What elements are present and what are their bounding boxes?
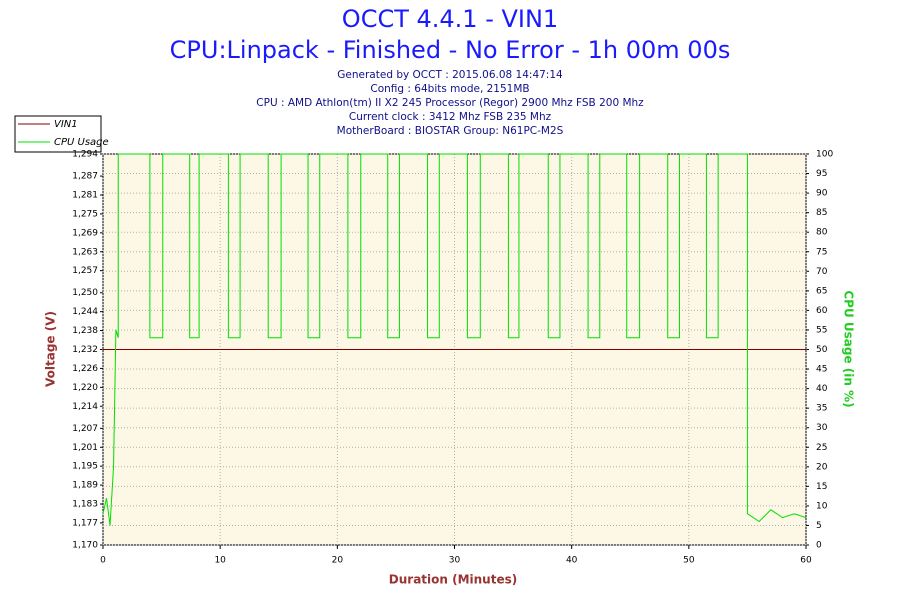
y-tick-label: 1,207 [72,424,98,434]
y2-tick-label: 35 [816,404,827,414]
y-tick-label: 1,263 [72,247,98,257]
x-tick-label: 30 [449,556,461,566]
y-tick-label: 1,232 [72,345,98,355]
y2-tick-label: 55 [816,325,827,335]
info-line: Current clock : 3412 Mhz FSB 235 Mhz [349,111,552,123]
y2-axis-label: CPU Usage (in %) [842,290,856,407]
y2-tick-label: 50 [816,345,828,355]
y-tick-label: 1,214 [72,402,98,412]
y2-tick-label: 95 [816,169,827,179]
y-axis-label: Voltage (V) [44,311,58,387]
y-tick-label: 1,226 [72,364,98,374]
y2-tick-label: 65 [816,286,827,296]
legend-label: VIN1 [54,119,78,130]
y2-tick-label: 70 [816,267,828,277]
x-tick-label: 40 [566,556,578,566]
y-tick-label: 1,269 [72,228,98,238]
y2-tick-label: 90 [816,189,828,199]
y2-tick-label: 45 [816,365,827,375]
y-tick-label: 1,183 [72,500,98,510]
x-tick-label: 60 [800,556,812,566]
y-tick-label: 1,189 [72,481,98,491]
info-line: Generated by OCCT : 2015.06.08 14:47:14 [337,69,563,81]
y2-tick-label: 40 [816,384,828,394]
y-tick-label: 1,220 [72,383,98,393]
y-tick-label: 1,195 [72,462,98,472]
y-tick-label: 1,244 [72,307,98,317]
x-axis-label: Duration (Minutes) [389,573,517,587]
y-tick-label: 1,238 [72,326,98,336]
info-line: MotherBoard : BIOSTAR Group: N61PC-M2S [337,125,564,137]
y-tick-label: 1,250 [72,288,98,298]
y2-tick-label: 75 [816,247,827,257]
x-tick-label: 50 [683,556,695,566]
x-tick-label: 20 [332,556,344,566]
y-tick-label: 1,281 [72,190,98,200]
chart-title: OCCT 4.4.1 - VIN1 [342,5,558,33]
y-tick-label: 1,294 [72,150,98,160]
y2-tick-label: 60 [816,306,828,316]
y2-tick-label: 25 [816,443,827,453]
legend-box [14,115,102,153]
y2-tick-label: 20 [816,462,828,472]
y-tick-label: 1,170 [72,541,98,551]
y2-tick-label: 100 [816,150,833,160]
y2-tick-label: 15 [816,482,827,492]
legend-label: CPU Usage [54,137,109,148]
series-line [102,153,807,526]
x-tick-label: 0 [100,556,106,566]
y-tick-label: 1,275 [72,209,98,219]
y-tick-label: 1,257 [72,266,98,276]
chart-subtitle: CPU:Linpack - Finished - No Error - 1h 0… [170,36,731,64]
y2-tick-label: 10 [816,501,828,511]
x-tick-label: 10 [214,556,226,566]
info-line: CPU : AMD Athlon(tm) II X2 245 Processor… [256,97,644,109]
y2-tick-label: 0 [816,541,822,551]
y2-tick-label: 85 [816,208,827,218]
y-tick-label: 1,287 [72,172,98,182]
y2-tick-label: 30 [816,423,828,433]
y2-tick-label: 5 [816,521,822,531]
y2-tick-label: 80 [816,228,828,238]
y-tick-label: 1,201 [72,443,98,453]
y-tick-label: 1,177 [72,518,98,528]
info-line: Config : 64bits mode, 2151MB [370,83,529,95]
